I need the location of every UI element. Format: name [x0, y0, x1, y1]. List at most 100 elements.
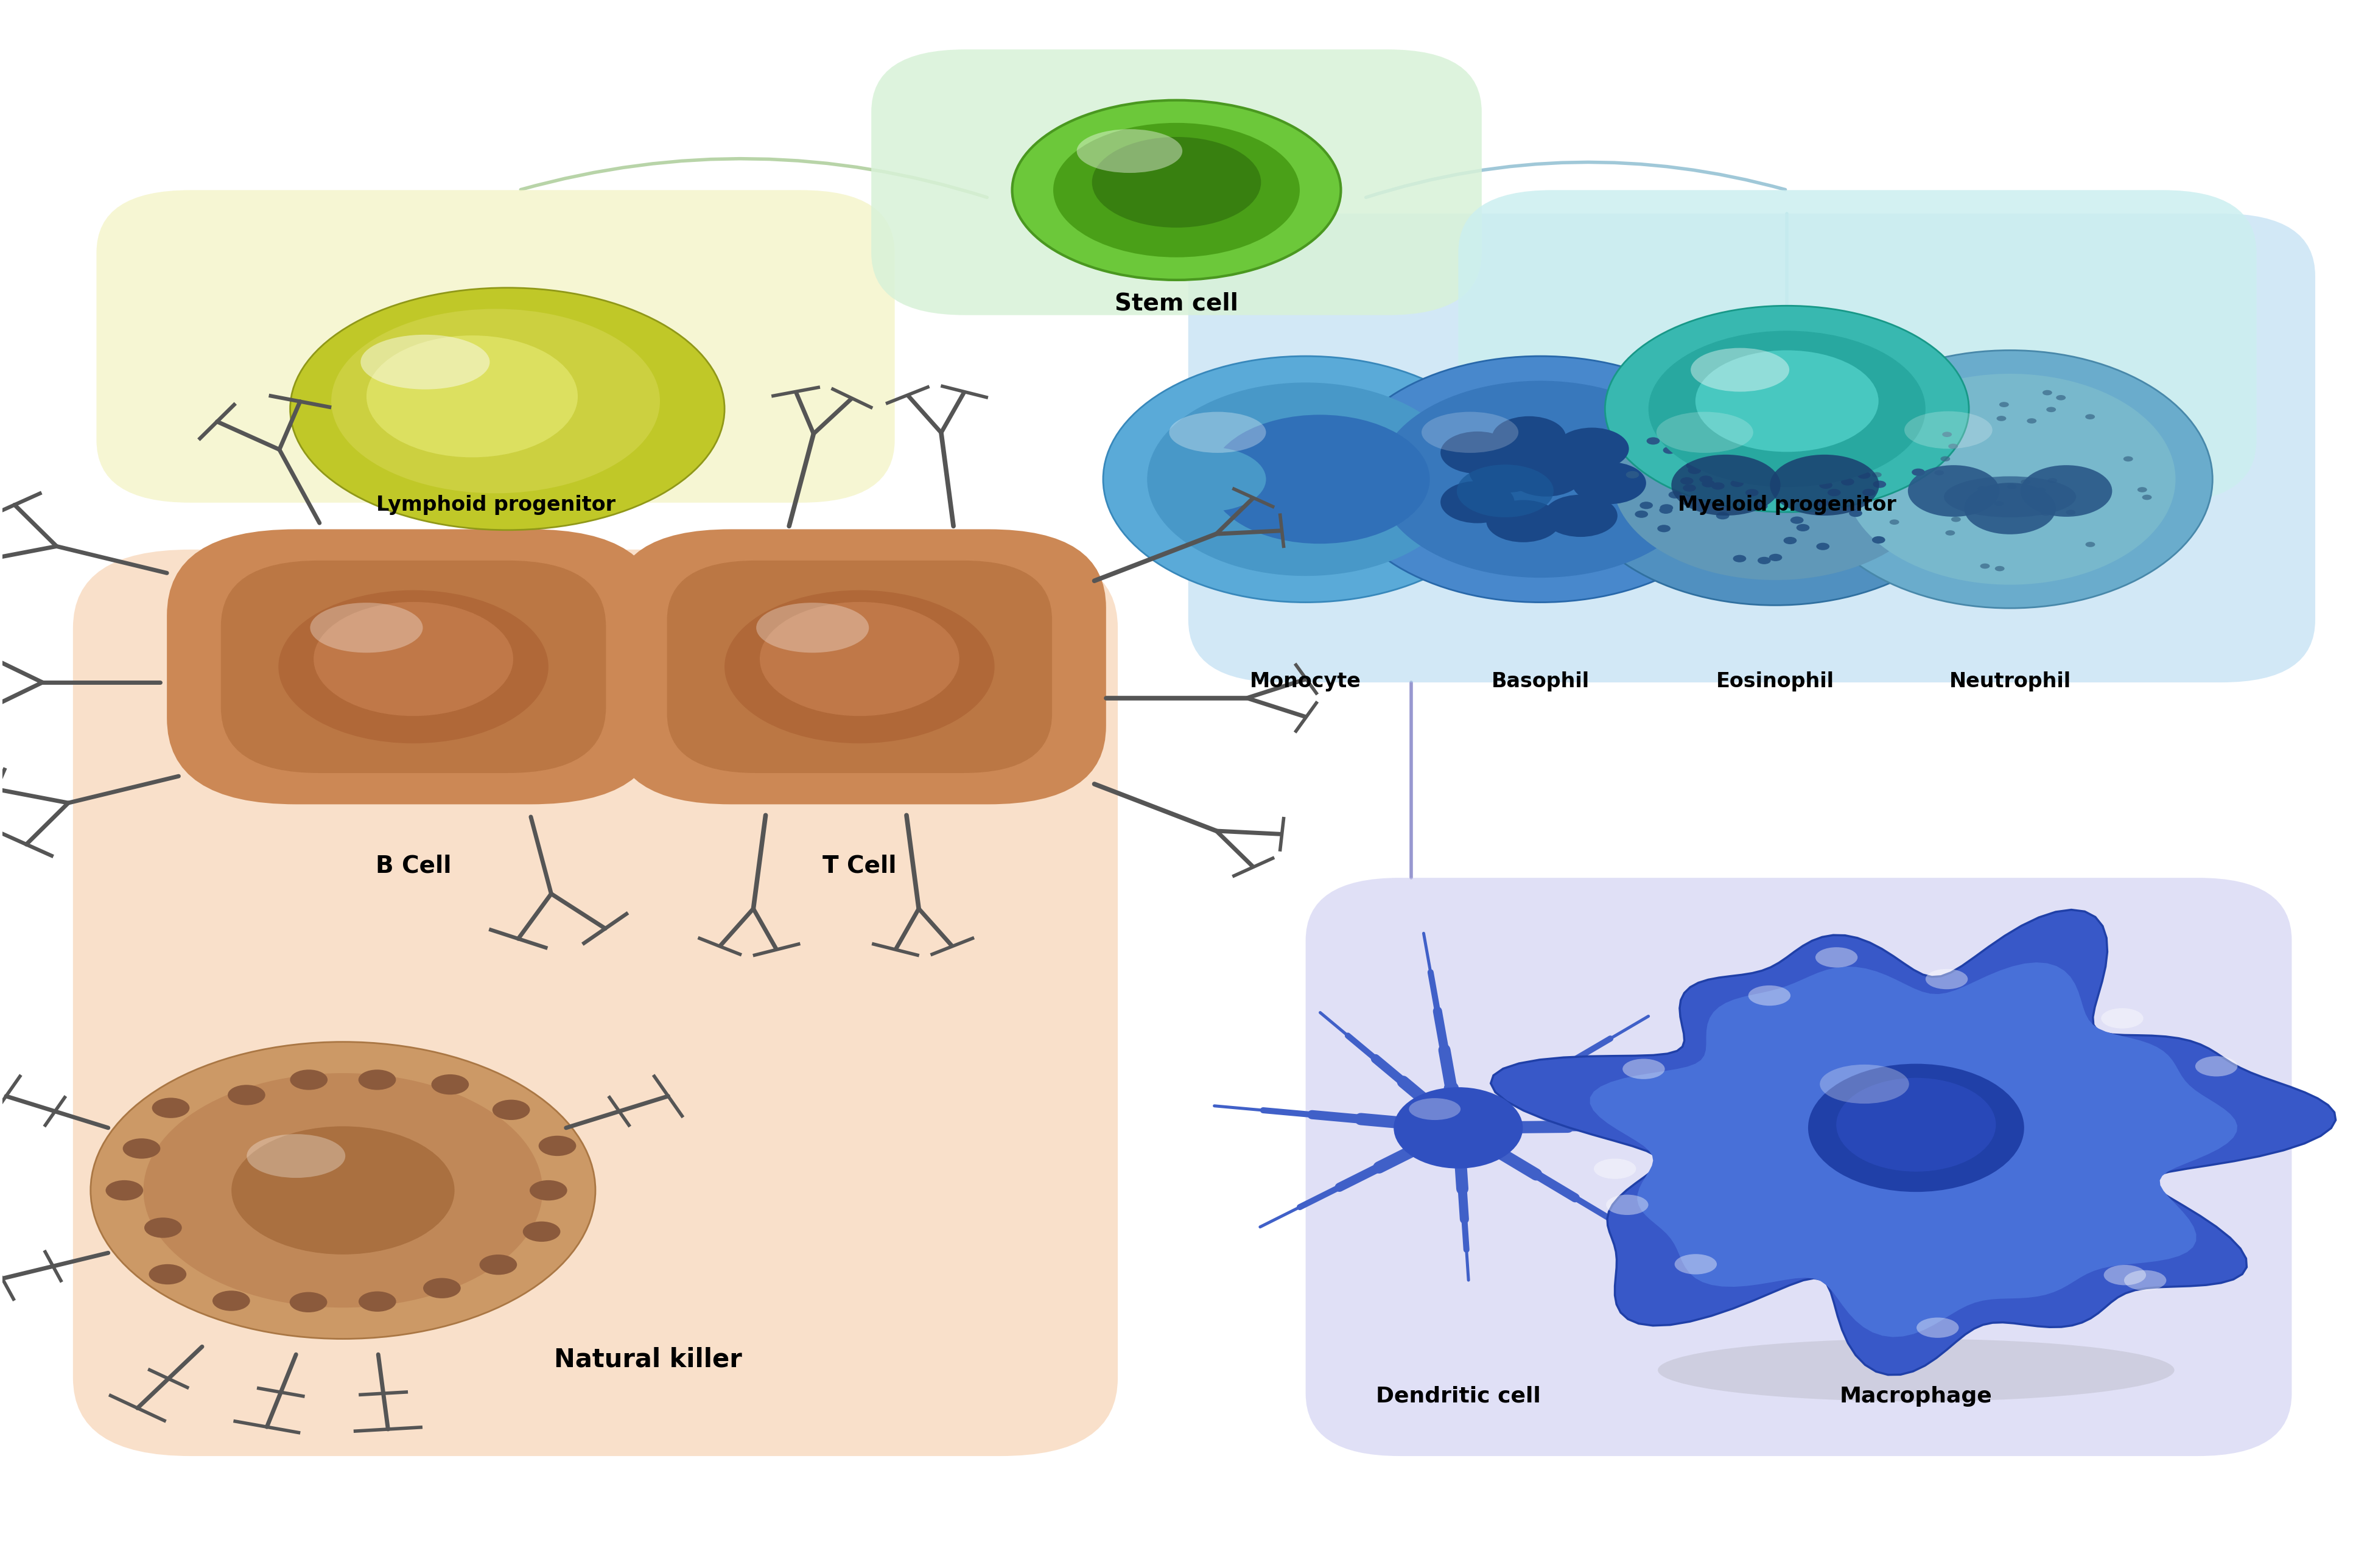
Ellipse shape [2122, 456, 2134, 461]
Ellipse shape [1209, 416, 1431, 544]
Ellipse shape [2125, 1270, 2167, 1290]
Ellipse shape [2047, 478, 2057, 483]
Ellipse shape [2104, 1265, 2146, 1286]
Polygon shape [1492, 909, 2337, 1375]
Ellipse shape [1946, 530, 1955, 536]
Ellipse shape [1649, 331, 1925, 488]
Ellipse shape [1784, 536, 1798, 544]
Ellipse shape [1769, 554, 1781, 561]
Text: T Cell: T Cell [824, 855, 896, 878]
Ellipse shape [1861, 489, 1875, 495]
Ellipse shape [1169, 412, 1266, 453]
Ellipse shape [1440, 431, 1515, 474]
Ellipse shape [1781, 456, 1795, 463]
Ellipse shape [1640, 502, 1652, 510]
Ellipse shape [1701, 480, 1715, 488]
Ellipse shape [431, 1074, 468, 1094]
Ellipse shape [1819, 419, 1831, 426]
Ellipse shape [1746, 489, 1758, 497]
Ellipse shape [1908, 466, 2000, 517]
Ellipse shape [2066, 510, 2075, 514]
Ellipse shape [1758, 557, 1772, 564]
Ellipse shape [1054, 122, 1299, 257]
Ellipse shape [1755, 436, 1769, 442]
Ellipse shape [2057, 395, 2066, 400]
Ellipse shape [1104, 356, 1508, 602]
Text: Lymphoid progenitor: Lymphoid progenitor [376, 495, 614, 514]
Ellipse shape [289, 289, 725, 530]
Ellipse shape [1527, 439, 1600, 481]
Ellipse shape [1647, 437, 1659, 445]
Ellipse shape [1699, 475, 1713, 483]
Ellipse shape [1711, 483, 1725, 489]
Ellipse shape [1857, 436, 1871, 444]
Text: B Cell: B Cell [376, 855, 452, 878]
Ellipse shape [1659, 505, 1673, 511]
Ellipse shape [1671, 423, 1682, 431]
Ellipse shape [1995, 566, 2005, 571]
Ellipse shape [1918, 1317, 1958, 1338]
Ellipse shape [2021, 480, 2031, 485]
Ellipse shape [148, 1264, 186, 1284]
Ellipse shape [1572, 463, 1647, 505]
Ellipse shape [1751, 434, 1762, 442]
Ellipse shape [1873, 472, 1882, 477]
Ellipse shape [358, 1069, 395, 1090]
FancyBboxPatch shape [666, 560, 1052, 773]
Ellipse shape [1795, 395, 1809, 403]
Ellipse shape [1692, 348, 1788, 392]
Ellipse shape [1148, 383, 1464, 575]
Ellipse shape [1626, 470, 1640, 478]
Ellipse shape [2007, 485, 2017, 489]
Ellipse shape [1925, 969, 1967, 989]
FancyBboxPatch shape [221, 560, 607, 773]
Ellipse shape [1941, 456, 1951, 461]
Ellipse shape [1697, 350, 1878, 452]
Ellipse shape [1807, 350, 2212, 608]
Ellipse shape [1911, 469, 1925, 475]
Ellipse shape [144, 1218, 181, 1237]
Ellipse shape [1941, 431, 1953, 437]
Ellipse shape [1151, 447, 1266, 511]
Ellipse shape [1889, 519, 1899, 525]
Ellipse shape [289, 1069, 327, 1090]
Ellipse shape [1758, 425, 1769, 433]
Ellipse shape [2035, 488, 2045, 492]
Ellipse shape [231, 1126, 454, 1254]
Ellipse shape [1671, 455, 1781, 516]
Ellipse shape [1819, 1065, 1908, 1104]
Ellipse shape [2085, 543, 2094, 547]
Ellipse shape [1904, 411, 1993, 448]
Ellipse shape [2141, 494, 2151, 500]
Ellipse shape [1555, 428, 1628, 470]
Ellipse shape [1393, 1087, 1522, 1168]
Ellipse shape [332, 309, 659, 494]
Ellipse shape [1675, 1254, 1718, 1275]
Ellipse shape [1593, 1159, 1635, 1179]
Ellipse shape [1849, 510, 1861, 517]
Ellipse shape [1635, 511, 1647, 517]
Ellipse shape [1873, 481, 1887, 488]
Ellipse shape [313, 602, 513, 717]
Text: Eosinophil: Eosinophil [1715, 671, 1835, 691]
Ellipse shape [1998, 416, 2007, 422]
Text: Macrophage: Macrophage [1840, 1386, 1993, 1406]
Ellipse shape [1835, 1077, 1995, 1171]
Ellipse shape [1421, 412, 1518, 453]
FancyBboxPatch shape [614, 530, 1106, 804]
FancyBboxPatch shape [1188, 213, 2315, 682]
Ellipse shape [1468, 450, 1544, 492]
Ellipse shape [2101, 1008, 2144, 1029]
Ellipse shape [2042, 390, 2052, 395]
Ellipse shape [1607, 1195, 1649, 1215]
Ellipse shape [529, 1181, 567, 1201]
Ellipse shape [1866, 428, 1878, 436]
Ellipse shape [1791, 516, 1802, 524]
Ellipse shape [1078, 129, 1181, 172]
Ellipse shape [1092, 136, 1261, 227]
Ellipse shape [1744, 401, 1755, 409]
Ellipse shape [1981, 563, 1991, 569]
Ellipse shape [1751, 436, 1765, 442]
Ellipse shape [228, 1085, 266, 1105]
Ellipse shape [1821, 420, 1835, 428]
